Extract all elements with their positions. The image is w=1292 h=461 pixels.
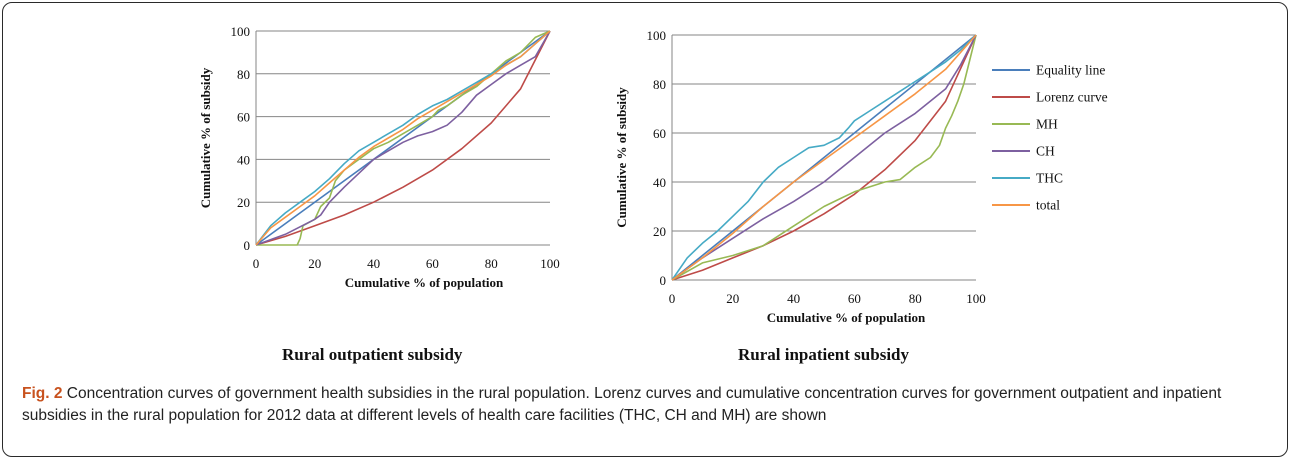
y-tick-label: 60 [653, 126, 666, 141]
x-tick-label: 20 [726, 291, 739, 306]
figure-label: Fig. 2 [22, 385, 63, 402]
legend-label: total [1036, 198, 1060, 213]
y-tick-label: 80 [653, 77, 666, 92]
legend: Equality line Lorenz curve MH CH THC total [992, 63, 1108, 213]
y-axis-label: Cumulative % of subsidy [198, 67, 213, 208]
x-tick-label: 100 [966, 291, 986, 306]
y-tick-label: 40 [653, 175, 666, 190]
y-tick-label: 0 [660, 273, 667, 288]
chart-title-inpatient: Rural inpatient subsidy [738, 345, 909, 364]
legend-label: Lorenz curve [1036, 90, 1108, 105]
y-tick-label: 20 [237, 195, 250, 210]
legend-label: CH [1036, 144, 1055, 159]
x-tick-label: 100 [540, 256, 560, 271]
series-line-total [671, 34, 977, 281]
figure-caption: Fig. 2 Concentration curves of governmen… [22, 383, 1274, 427]
chart-title-outpatient: Rural outpatient subsidy [282, 345, 463, 364]
series-line-total [255, 30, 551, 246]
x-tick-label: 80 [909, 291, 922, 306]
legend-label: MH [1036, 117, 1058, 132]
caption-text: Concentration curves of government healt… [22, 385, 1222, 424]
chart-inpatient: 0 20 40 60 80 100 0 20 40 60 80 100 Cumulative % of … [614, 28, 986, 325]
series-line-ch [255, 30, 551, 246]
y-tick-label: 60 [237, 110, 250, 125]
series-line-lorenz-curve [671, 34, 977, 281]
y-tick-label: 80 [237, 67, 250, 82]
x-axis-label: Cumulative % of population [767, 310, 926, 325]
legend-label: Equality line [1036, 63, 1105, 78]
x-tick-label: 40 [787, 291, 800, 306]
chart-outpatient: 0 20 40 60 80 100 0 20 40 60 80 100 Cumulative % of … [198, 24, 560, 290]
x-axis-label: Cumulative % of population [345, 275, 504, 290]
y-tick-label: 100 [231, 24, 251, 39]
series-line-ch [671, 34, 977, 281]
y-tick-label: 0 [244, 238, 251, 253]
x-tick-label: 0 [253, 256, 260, 271]
series-line-lorenz-curve [255, 30, 551, 246]
series-line-equality-line [255, 30, 551, 246]
x-tick-label: 0 [669, 291, 676, 306]
x-tick-label: 80 [485, 256, 498, 271]
y-tick-label: 100 [647, 28, 667, 43]
series-line-mh [671, 34, 977, 281]
x-tick-label: 20 [308, 256, 321, 271]
series-line-thc [671, 34, 977, 281]
y-tick-label: 40 [237, 152, 250, 167]
y-axis-label: Cumulative % of subsidy [614, 87, 629, 228]
x-tick-label: 40 [367, 256, 380, 271]
legend-label: THC [1036, 171, 1063, 186]
x-tick-label: 60 [848, 291, 861, 306]
x-tick-label: 60 [426, 256, 439, 271]
y-tick-label: 20 [653, 224, 666, 239]
